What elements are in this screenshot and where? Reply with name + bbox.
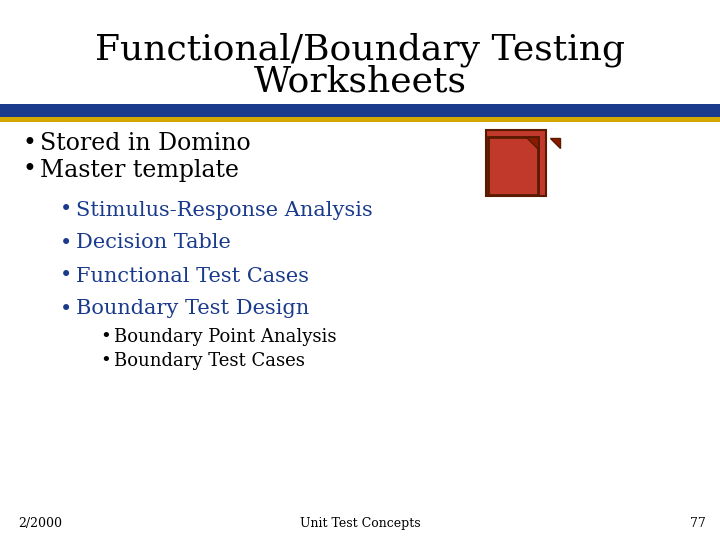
Bar (0, 104, 720, 117)
Text: Boundary Test Design: Boundary Test Design (76, 300, 310, 319)
Text: Boundary Test Cases: Boundary Test Cases (114, 352, 305, 370)
Bar (486, 130, 546, 196)
Text: •: • (100, 328, 111, 346)
Text: •: • (60, 267, 72, 286)
Text: Decision Table: Decision Table (76, 233, 231, 253)
Text: Worksheets: Worksheets (253, 65, 467, 99)
Text: •: • (60, 300, 72, 319)
Text: Unit Test Concepts: Unit Test Concepts (300, 517, 420, 530)
Polygon shape (526, 137, 538, 149)
Text: Master template: Master template (40, 159, 239, 181)
Text: •: • (60, 200, 72, 219)
Text: Stored in Domino: Stored in Domino (40, 132, 251, 154)
Bar (492, 136, 540, 190)
Bar (488, 137, 538, 195)
Text: Functional Test Cases: Functional Test Cases (76, 267, 309, 286)
Text: Boundary Point Analysis: Boundary Point Analysis (114, 328, 336, 346)
Text: 77: 77 (690, 517, 706, 530)
Text: •: • (100, 352, 111, 370)
Polygon shape (550, 138, 560, 148)
Text: 2/2000: 2/2000 (18, 517, 62, 530)
Bar (0, 117, 720, 122)
Text: •: • (60, 233, 72, 253)
Text: •: • (22, 132, 36, 154)
Text: •: • (22, 159, 36, 181)
Text: Functional/Boundary Testing: Functional/Boundary Testing (95, 33, 625, 68)
Bar (496, 138, 534, 188)
Text: Stimulus-Response Analysis: Stimulus-Response Analysis (76, 200, 373, 219)
